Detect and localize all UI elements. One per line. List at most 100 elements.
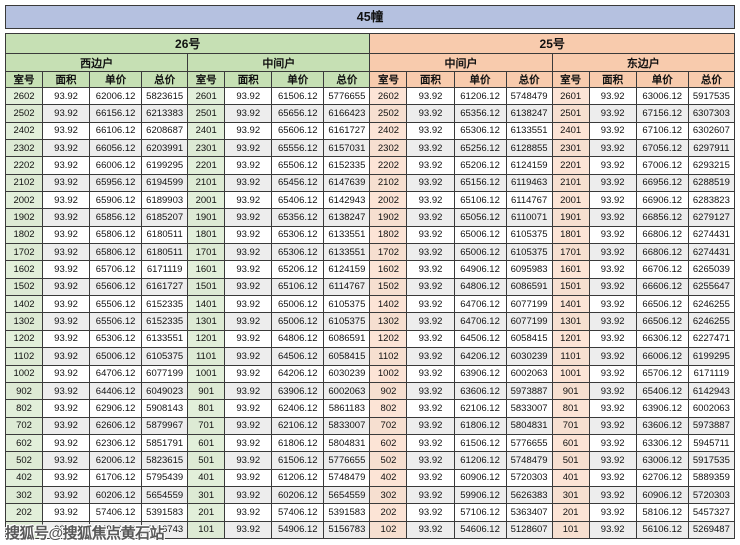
room-cell: 901 xyxy=(187,381,226,401)
total-price-cell: 5391583 xyxy=(323,503,371,522)
room-cell: 401 xyxy=(551,468,590,487)
total-price-cell: 6199295 xyxy=(141,156,189,175)
unit-price-cell: 63606.12 xyxy=(635,416,689,435)
area-cell: 93.92 xyxy=(224,468,273,487)
area-cell: 93.92 xyxy=(224,191,273,210)
area-cell: 93.92 xyxy=(224,520,273,540)
table-row: 202 93.92 57406.12 5391583 201 93.92 57406.12 5… xyxy=(4,503,736,522)
unit-price-cell: 65006.12 xyxy=(453,225,507,245)
unit-price-cell: 62706.12 xyxy=(635,468,689,487)
room-cell: 2002 xyxy=(4,191,44,210)
area-cell: 93.92 xyxy=(588,173,637,193)
unit-price-cell: 66506.12 xyxy=(635,295,689,314)
col-header-total-price: 总价 xyxy=(323,71,371,88)
total-price-cell: 5748479 xyxy=(505,86,553,106)
room-cell: 602 xyxy=(4,433,44,453)
area-cell: 93.92 xyxy=(42,86,91,106)
area-cell: 93.92 xyxy=(42,260,91,279)
room-cell: 1302 xyxy=(369,312,408,331)
total-price-cell: 5626383 xyxy=(505,485,553,505)
unit-price-cell: 65106.12 xyxy=(271,277,325,297)
unit-price-cell: 65656.12 xyxy=(271,104,325,123)
unit-price-cell: 64506.12 xyxy=(453,329,507,349)
total-price-cell: 5654559 xyxy=(323,485,371,505)
unit-price-cell: 65706.12 xyxy=(635,364,689,383)
room-cell: 102 xyxy=(369,520,408,540)
unit-type-west: 西边户 xyxy=(4,53,189,72)
room-cell: 101 xyxy=(551,520,590,540)
unit-price-cell: 60906.12 xyxy=(635,485,689,505)
room-cell: 2401 xyxy=(187,121,226,141)
total-price-cell: 6077199 xyxy=(505,312,553,331)
unit-price-cell: 65006.12 xyxy=(453,243,507,262)
room-cell: 1401 xyxy=(551,295,590,314)
room-cell: 1002 xyxy=(4,364,44,383)
total-price-cell: 6180511 xyxy=(141,243,189,262)
total-price-cell: 6157031 xyxy=(323,139,371,158)
total-price-cell: 5720303 xyxy=(505,468,553,487)
area-cell: 93.92 xyxy=(224,243,273,262)
room-cell: 2501 xyxy=(551,104,590,123)
unit-price-cell: 61206.12 xyxy=(271,468,325,487)
unit-price-cell: 66106.12 xyxy=(89,121,143,141)
unit-price-cell: 65956.12 xyxy=(89,173,143,193)
room-cell: 801 xyxy=(187,399,226,418)
area-cell: 93.92 xyxy=(42,451,91,470)
area-cell: 93.92 xyxy=(42,104,91,123)
unit-price-cell: 65706.12 xyxy=(89,260,143,279)
unit-price-cell: 65006.12 xyxy=(271,295,325,314)
unit-price-cell: 61506.12 xyxy=(271,451,325,470)
room-cell: 2002 xyxy=(369,191,408,210)
area-cell: 93.92 xyxy=(588,520,637,540)
room-cell: 1101 xyxy=(551,347,590,366)
room-cell: 1801 xyxy=(551,225,590,245)
total-price-cell: 5363407 xyxy=(505,503,553,522)
room-cell: 201 xyxy=(551,503,590,522)
room-cell: 2201 xyxy=(551,156,590,175)
room-cell: 1902 xyxy=(369,208,408,227)
total-price-cell: 5457327 xyxy=(687,503,736,522)
area-cell: 93.92 xyxy=(42,520,91,540)
area-cell: 93.92 xyxy=(588,277,637,297)
room-cell: 2201 xyxy=(187,156,226,175)
area-cell: 93.92 xyxy=(42,485,91,505)
total-price-cell: 6030239 xyxy=(323,364,371,383)
area-cell: 93.92 xyxy=(224,173,273,193)
room-cell: 1001 xyxy=(187,364,226,383)
total-price-cell: 5833007 xyxy=(323,416,371,435)
unit-price-cell: 66006.12 xyxy=(89,156,143,175)
room-cell: 1601 xyxy=(187,260,226,279)
building-header-row: 26号 25号 xyxy=(4,33,735,54)
unit-type-header-row: 西边户 中间户 中间户 东边户 xyxy=(4,53,736,72)
room-cell: 1202 xyxy=(369,329,408,349)
col-header-area: 面积 xyxy=(224,71,273,88)
total-price-cell: 5823615 xyxy=(141,86,189,106)
col-header-unit-price: 单价 xyxy=(635,71,689,88)
total-price-cell: 6208687 xyxy=(141,121,189,141)
area-cell: 93.92 xyxy=(406,399,455,418)
col-header-area: 面积 xyxy=(588,71,637,88)
unit-price-cell: 63906.12 xyxy=(453,364,507,383)
room-cell: 2302 xyxy=(4,139,44,158)
total-price-cell: 6086591 xyxy=(505,277,553,297)
unit-price-cell: 65506.12 xyxy=(89,312,143,331)
unit-price-cell: 65206.12 xyxy=(271,260,325,279)
room-cell: 1901 xyxy=(551,208,590,227)
total-price-cell: 6265039 xyxy=(687,260,736,279)
total-price-cell: 5654559 xyxy=(141,485,189,505)
total-price-cell: 6152335 xyxy=(141,295,189,314)
unit-price-cell: 61806.12 xyxy=(271,433,325,453)
room-cell: 1902 xyxy=(4,208,44,227)
room-cell: 1102 xyxy=(4,347,44,366)
unit-price-cell: 65306.12 xyxy=(453,121,507,141)
unit-price-cell: 65006.12 xyxy=(89,347,143,366)
table-row: 802 93.92 62906.12 5908143 801 93.92 62406.12 5… xyxy=(4,399,736,418)
unit-price-cell: 67106.12 xyxy=(635,121,689,141)
room-cell: 601 xyxy=(187,433,226,453)
unit-price-cell: 54606.12 xyxy=(453,520,507,540)
area-cell: 93.92 xyxy=(406,243,455,262)
area-cell: 93.92 xyxy=(588,243,637,262)
room-cell: 501 xyxy=(551,451,590,470)
room-cell: 2602 xyxy=(4,86,44,106)
total-price-cell: 6002063 xyxy=(687,399,736,418)
